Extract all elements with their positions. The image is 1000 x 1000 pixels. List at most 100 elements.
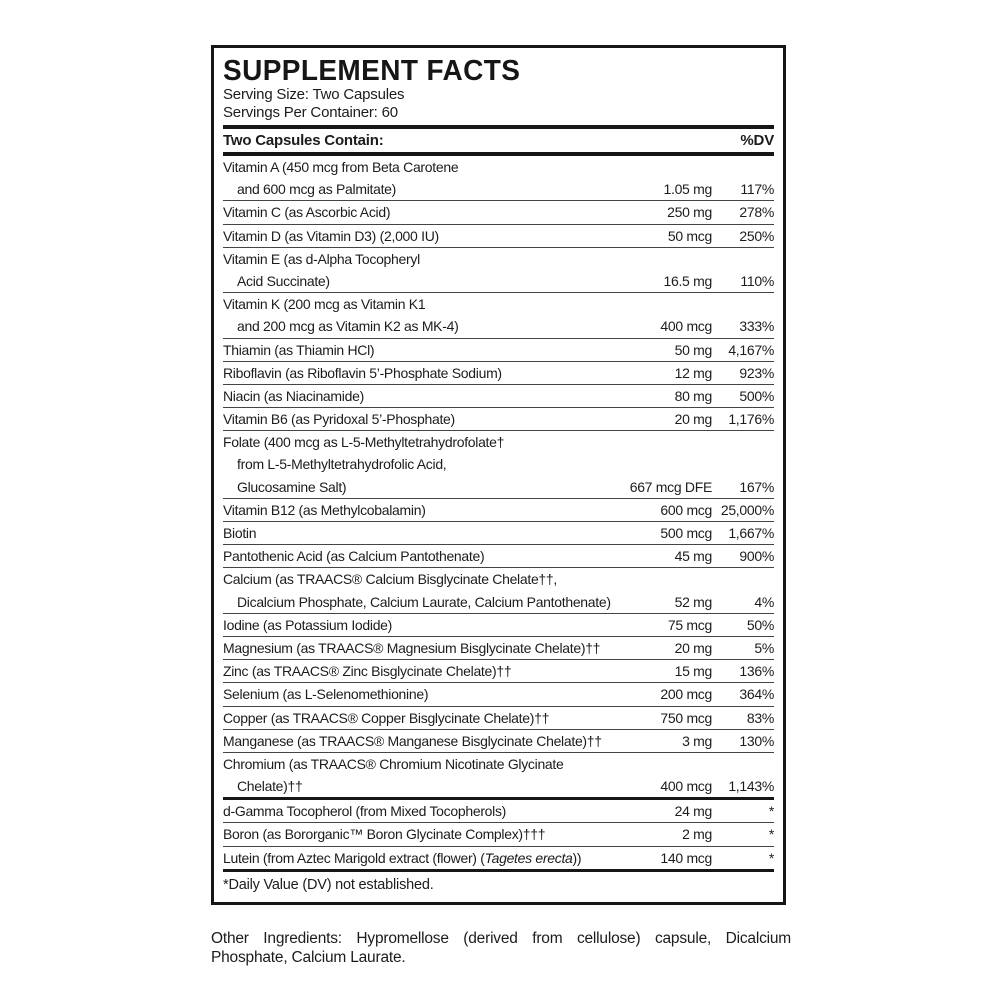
serving-size: Serving Size: Two Capsules — [223, 86, 405, 103]
ingredient-name-part: )) — [572, 849, 582, 866]
fact-line: Biotin 500 mcg 1,667% — [223, 522, 774, 544]
ingredient-amount: 200 mcg — [660, 686, 712, 703]
ingredient-name-part: Lutein (from Aztec Marigold extract (flo… — [223, 849, 485, 866]
ingredient-dv: 250% — [739, 227, 774, 244]
fact-row: Pantothenic Acid (as Calcium Pantothenat… — [223, 545, 774, 569]
fact-line: Niacin (as Niacinamide) 80 mg 500% — [223, 385, 774, 407]
ingredient-amount: 80 mg — [674, 387, 713, 404]
ingredient-name: Chromium (as TRAACS® Chromium Nicotinate… — [223, 755, 564, 772]
ingredient-dv: 1,176% — [728, 411, 774, 428]
fact-row: Riboflavin (as Riboflavin 5’-Phosphate S… — [223, 362, 774, 385]
ingredient-dv: 364% — [739, 686, 774, 703]
ingredient-dv: 83% — [746, 709, 774, 726]
ingredient-amount: 50 mcg — [667, 227, 712, 244]
fact-row: Iodine (as Potassium Iodide) 75 mcg 50% — [223, 614, 774, 637]
fact-row: Boron (as Bororganic™ Boron Glycinate Co… — [223, 823, 774, 847]
fact-row: Selenium (as L-Selenomethionine) 200 mcg 3… — [223, 683, 774, 707]
fact-row: Thiamin (as Thiamin HCl) 50 mg 4,167% — [223, 339, 774, 362]
ingredient-name: Vitamin A (450 mcg from Beta Carotene — [223, 159, 459, 175]
ingredient-name: Thiamin (as Thiamin HCl) — [223, 341, 375, 358]
column-header-contain: Two Capsules Contain: — [223, 132, 384, 149]
fact-row: Calcium (as TRAACS® Calcium Bisglycinate… — [223, 568, 774, 614]
ingredient-amount: 20 mg — [674, 411, 713, 428]
ingredient-amount: 50 mg — [674, 341, 713, 358]
fact-row: Magnesium (as TRAACS® Magnesium Bisglyci… — [223, 637, 774, 661]
ingredient-name: Vitamin C (as Ascorbic Acid) — [223, 204, 391, 221]
ingredient-amount: 3 mg — [682, 732, 712, 749]
ingredient-dv: * — [768, 803, 774, 820]
ingredient-amount: 250 mg — [667, 204, 712, 221]
fact-line: Manganese (as TRAACS® Manganese Bisglyci… — [223, 730, 774, 752]
ingredient-amount: 140 mcg — [660, 849, 712, 866]
ingredient-dv: 167% — [739, 478, 774, 495]
fact-line: Selenium (as L-Selenomethionine) 200 mcg 3… — [223, 683, 774, 705]
fact-row: Vitamin E (as d-Alpha Tocopheryl Acid Suc… — [223, 248, 774, 294]
divider-thick — [223, 152, 774, 156]
fact-line: Vitamin B12 (as Methylcobalamin) 600 mcg 2… — [223, 499, 774, 521]
fact-line: Iodine (as Potassium Iodide) 75 mcg 50% — [223, 614, 774, 636]
ingredient-dv: * — [768, 826, 774, 843]
ingredient-name: and 200 mcg as Vitamin K2 as MK-4) — [237, 318, 459, 335]
ingredient-name: Lutein (from Aztec Marigold extract (flo… — [223, 847, 620, 869]
fact-row: Vitamin B12 (as Methylcobalamin) 600 mcg 2… — [223, 499, 774, 522]
fact-line: Thiamin (as Thiamin HCl) 50 mg 4,167% — [223, 339, 774, 361]
ingredient-dv: * — [768, 849, 774, 866]
ingredient-dv: 50% — [746, 616, 774, 633]
ingredient-amount: 75 mcg — [667, 616, 712, 633]
ingredient-dv: 5% — [754, 639, 774, 656]
fact-line: Copper (as TRAACS® Copper Bisglycinate C… — [223, 707, 774, 729]
ingredient-name: d-Gamma Tocopherol (from Mixed Tocophero… — [223, 803, 507, 820]
fact-row: Vitamin B6 (as Pyridoxal 5’-Phosphate) 20… — [223, 408, 774, 432]
supplement-facts-panel: SUPPLEMENT FACTS Serving Size: Two Capsu… — [211, 45, 786, 905]
ingredient-dv: 500% — [739, 387, 774, 404]
fact-line: Boron (as Bororganic™ Boron Glycinate Co… — [223, 823, 774, 845]
fact-line: from L-5-Methyltetrahydrofolic Acid, — [223, 453, 774, 475]
ingredient-amount: 750 mcg — [660, 709, 712, 726]
panel-title: SUPPLEMENT FACTS — [223, 54, 521, 86]
fact-line: Glucosamine Salt) 667 mcg DFE 167% — [223, 476, 774, 498]
ingredient-name: Vitamin B12 (as Methylcobalamin) — [223, 501, 426, 518]
dv-footnote: *Daily Value (DV) not established. — [223, 876, 434, 893]
fact-line: d-Gamma Tocopherol (from Mixed Tocophero… — [223, 800, 774, 822]
ingredient-dv: 4% — [754, 593, 774, 610]
ingredient-name: Vitamin D (as Vitamin D3) (2,000 IU) — [223, 227, 439, 244]
fact-line: Vitamin B6 (as Pyridoxal 5’-Phosphate) 20… — [223, 408, 774, 430]
ingredient-name: Zinc (as TRAACS® Zinc Bisglycinate Chela… — [223, 663, 512, 680]
fact-row: Zinc (as TRAACS® Zinc Bisglycinate Chela… — [223, 660, 774, 684]
fact-line: Chelate)†† 400 mcg 1,143% — [223, 775, 774, 797]
ingredient-name-italic-part: Tagetes erecta — [484, 849, 573, 866]
ingredient-name: Chelate)†† — [237, 778, 303, 795]
fact-line: Vitamin K (200 mcg as Vitamin K1 — [223, 293, 774, 315]
ingredient-amount: 52 mg — [674, 593, 713, 610]
ingredient-name: Biotin — [223, 525, 257, 541]
ingredient-amount: 24 mg — [674, 803, 713, 820]
fact-line: Vitamin D (as Vitamin D3) (2,000 IU) 50 m… — [223, 225, 774, 247]
ingredient-name: Acid Succinate) — [237, 272, 330, 289]
fact-row: Vitamin C (as Ascorbic Acid) 250 mg 278% — [223, 201, 774, 225]
ingredient-name: Vitamin E (as d-Alpha Tocopheryl — [223, 250, 420, 267]
facts-rows: Vitamin A (450 mcg from Beta Carotene and… — [223, 156, 774, 872]
divider-thick — [223, 125, 774, 129]
fact-row: Folate (400 mcg as L-5-Methyltetrahydrof… — [223, 431, 774, 499]
fact-line: Magnesium (as TRAACS® Magnesium Bisglyci… — [223, 637, 774, 659]
fact-line: Zinc (as TRAACS® Zinc Bisglycinate Chela… — [223, 660, 774, 682]
ingredient-name: Folate (400 mcg as L-5-Methyltetrahydrof… — [223, 434, 505, 451]
ingredient-dv: 333% — [739, 318, 774, 335]
ingredient-name: Riboflavin (as Riboflavin 5’-Phosphate S… — [223, 364, 502, 381]
ingredient-amount: 45 mg — [674, 548, 713, 565]
fact-line: Dicalcium Phosphate, Calcium Laurate, Ca… — [223, 591, 774, 613]
ingredient-amount: 12 mg — [674, 364, 713, 381]
ingredient-name: Pantothenic Acid (as Calcium Pantothenat… — [223, 548, 485, 565]
fact-line: Vitamin E (as d-Alpha Tocopheryl — [223, 248, 774, 270]
ingredient-name: Copper (as TRAACS® Copper Bisglycinate C… — [223, 709, 550, 726]
fact-line: Vitamin C (as Ascorbic Acid) 250 mg 278% — [223, 201, 774, 223]
column-header-dv: %DV — [740, 132, 774, 149]
fact-line: Acid Succinate) 16.5 mg 110% — [223, 270, 774, 292]
ingredient-name: and 600 mcg as Palmitate) — [237, 181, 397, 198]
fact-line: and 200 mcg as Vitamin K2 as MK-4) 400 mc… — [223, 315, 774, 337]
ingredient-dv: 110% — [740, 272, 774, 289]
fact-row: Manganese (as TRAACS® Manganese Bisglyci… — [223, 730, 774, 753]
ingredient-name: Calcium (as TRAACS® Calcium Bisglycinate… — [223, 571, 557, 588]
ingredient-amount: 1.05 mg — [663, 181, 713, 198]
